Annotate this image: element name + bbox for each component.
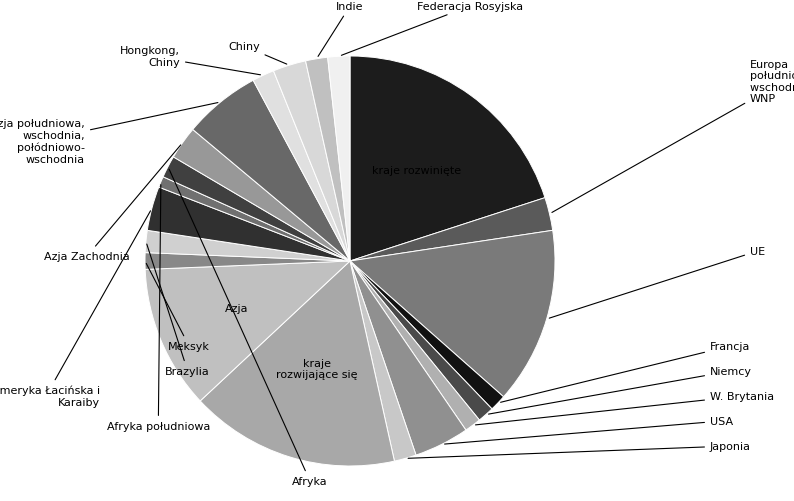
- Wedge shape: [193, 81, 350, 262]
- Wedge shape: [273, 62, 350, 262]
- Text: kraje rozwinięte: kraje rozwinięte: [372, 165, 461, 175]
- Text: Niemcy: Niemcy: [488, 366, 752, 414]
- Text: USA: USA: [445, 416, 733, 444]
- Text: Azja: Azja: [225, 304, 249, 314]
- Text: Ameryka Łacińska i
Karaiby: Ameryka Łacińska i Karaiby: [0, 211, 151, 407]
- Text: Federacja Rosyjska: Federacja Rosyjska: [341, 2, 523, 56]
- Wedge shape: [350, 262, 503, 409]
- Wedge shape: [350, 262, 492, 420]
- Wedge shape: [173, 130, 350, 262]
- Text: W. Brytania: W. Brytania: [476, 391, 774, 425]
- Wedge shape: [253, 72, 350, 262]
- Text: Azja Zachodnia: Azja Zachodnia: [44, 146, 181, 262]
- Wedge shape: [163, 158, 350, 262]
- Wedge shape: [350, 57, 545, 262]
- Text: Afryka: Afryka: [169, 170, 328, 486]
- Text: Europa
południowo-
wschodnia i
WNP: Europa południowo- wschodnia i WNP: [552, 60, 794, 213]
- Wedge shape: [145, 262, 350, 401]
- Text: Hongkong,
Chiny: Hongkong, Chiny: [120, 46, 260, 76]
- Wedge shape: [145, 231, 350, 262]
- Wedge shape: [350, 231, 555, 397]
- Wedge shape: [328, 57, 350, 262]
- Wedge shape: [350, 262, 466, 455]
- Text: Brazylia: Brazylia: [147, 244, 210, 376]
- Text: Indie: Indie: [318, 2, 364, 57]
- Text: Afryka południowa: Afryka południowa: [106, 185, 210, 431]
- Wedge shape: [350, 262, 416, 461]
- Text: Francja: Francja: [500, 341, 750, 402]
- Text: Japonia: Japonia: [408, 441, 751, 458]
- Wedge shape: [159, 177, 350, 262]
- Wedge shape: [350, 198, 553, 262]
- Text: Meksyk: Meksyk: [146, 264, 210, 351]
- Text: UE: UE: [549, 246, 765, 319]
- Wedge shape: [145, 253, 350, 270]
- Text: kraje
rozwijające się: kraje rozwijające się: [276, 358, 357, 380]
- Text: Azja południowa,
wschodnia,
połódniowo-
wschodnia: Azja południowa, wschodnia, połódniowo- …: [0, 103, 218, 164]
- Text: Chiny: Chiny: [228, 42, 287, 65]
- Wedge shape: [306, 58, 350, 262]
- Wedge shape: [200, 262, 395, 466]
- Wedge shape: [350, 262, 480, 430]
- Wedge shape: [148, 188, 350, 262]
